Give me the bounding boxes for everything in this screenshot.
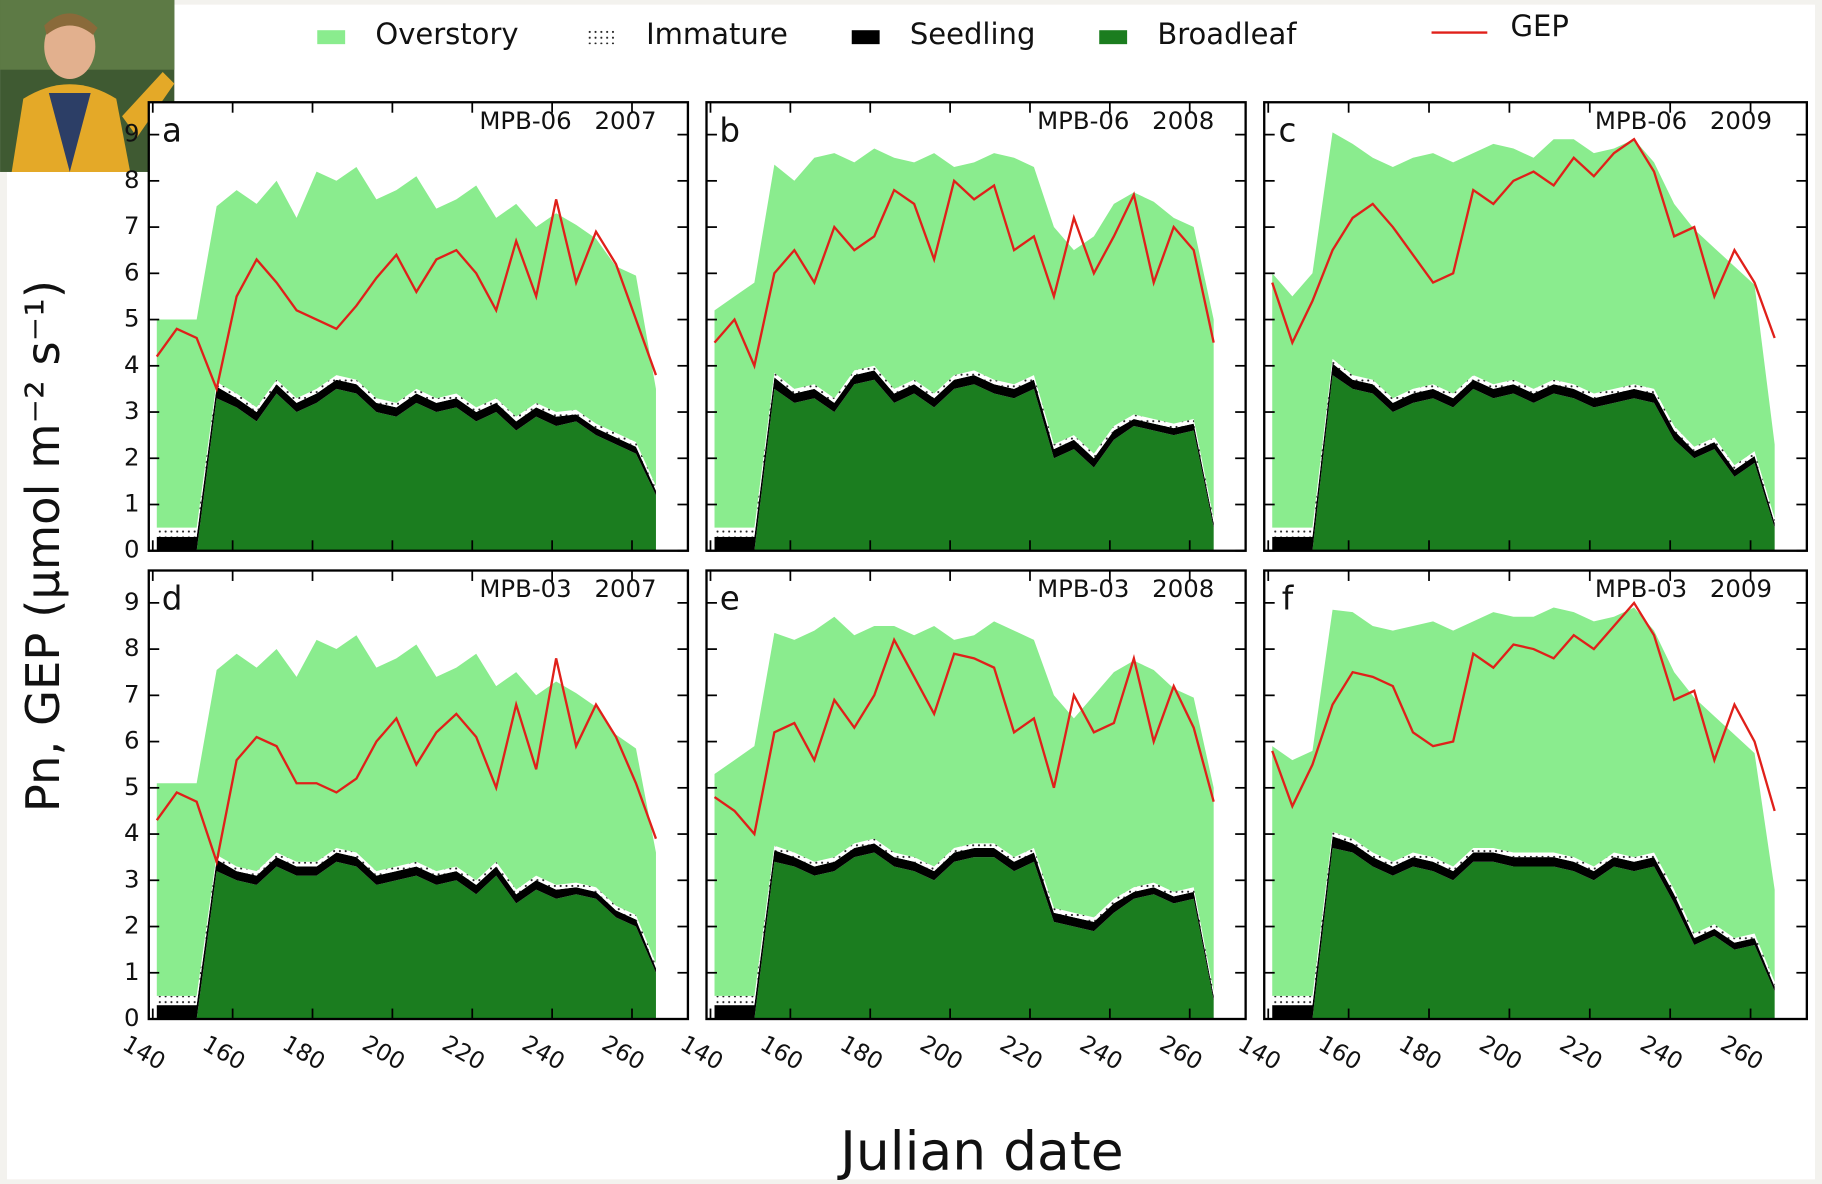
- y-tick-label: 6: [124, 726, 140, 755]
- y-tick-label: 8: [124, 165, 140, 194]
- panel-letter: a: [162, 111, 182, 149]
- panel-letter: b: [719, 111, 740, 149]
- y-tick-label: 5: [124, 304, 140, 333]
- legend-label: GEP: [1511, 9, 1569, 43]
- area-overstory: [714, 616, 1214, 996]
- y-tick-label: 8: [124, 633, 140, 662]
- plot-frame: [705, 569, 1247, 1021]
- y-tick-label: 4: [124, 818, 140, 847]
- year-label: 2009: [1710, 106, 1772, 135]
- legend-marker: [1099, 30, 1128, 45]
- area-broadleaf: [1272, 375, 1775, 551]
- panel-letter: d: [162, 580, 183, 618]
- site-label: MPB-03: [1595, 574, 1687, 603]
- site-label: MPB-06: [1037, 106, 1129, 135]
- area-broadleaf: [156, 861, 656, 1020]
- y-tick-label: 0: [124, 535, 140, 564]
- area-broadleaf: [714, 379, 1214, 551]
- line-gep: [1271, 600, 1776, 812]
- panel-letter: f: [1282, 580, 1295, 618]
- line-gep: [713, 178, 1215, 370]
- legend-label: Seedling: [910, 17, 1036, 51]
- y-axis-label: Pn, GEP (μmol m⁻² s⁻¹): [16, 280, 70, 812]
- x-axis-label: Julian date: [837, 1120, 1123, 1183]
- photo: [0, 0, 175, 172]
- area-overstory: [156, 166, 656, 528]
- site-label: MPB-06: [1595, 106, 1687, 135]
- plot-frame: [705, 101, 1247, 552]
- y-tick-label: 3: [124, 396, 140, 425]
- area-overstory: [1272, 132, 1775, 528]
- year-label: 2008: [1152, 574, 1214, 603]
- y-tick-label: 1: [124, 489, 140, 518]
- line-gep: [1271, 137, 1776, 346]
- site-label: MPB-03: [1037, 574, 1129, 603]
- legend-marker: [587, 30, 616, 45]
- y-tick-label: 2: [124, 442, 140, 471]
- legend-label: Immature: [646, 17, 788, 51]
- plot-area: [1271, 132, 1776, 551]
- y-tick-label: 4: [124, 350, 140, 379]
- y-tick-label: 1: [124, 957, 140, 986]
- y-tick-label: 3: [124, 864, 140, 893]
- panel: b MPB-06 2008: [705, 101, 1247, 552]
- year-label: 2007: [594, 574, 656, 603]
- legend-marker: [317, 30, 346, 45]
- legend-marker: [851, 30, 880, 45]
- panel-letter: c: [1279, 111, 1297, 149]
- year-label: 2009: [1710, 574, 1772, 603]
- y-tick-label: 7: [124, 679, 140, 708]
- year-label: 2008: [1152, 106, 1214, 135]
- panel-letter: e: [720, 580, 740, 618]
- area-overstory: [156, 635, 656, 996]
- legend-label: Overstory: [375, 17, 518, 51]
- plot-frame: [1263, 101, 1809, 552]
- panel: 0 1 2 3 4 5 6 7 8 9 a MPB-06 2007: [124, 101, 690, 564]
- line-gep: [713, 637, 1215, 837]
- plot-area: [713, 148, 1215, 551]
- y-tick-label: 6: [124, 257, 140, 286]
- site-label: MPB-03: [479, 574, 571, 603]
- area-broadleaf: [156, 388, 656, 551]
- plot-frame: [147, 569, 690, 1021]
- legend-label: Broadleaf: [1157, 17, 1297, 51]
- y-tick-label: 0: [124, 1003, 140, 1032]
- plot-frame: [1263, 569, 1809, 1021]
- y-tick-label: 9: [124, 119, 140, 148]
- plot-area: [713, 616, 1215, 1020]
- site-label: MPB-06: [479, 106, 571, 135]
- legend: Overstory Immature Seedling Broadleaf GEP: [317, 9, 1569, 51]
- plot-area: [1271, 600, 1776, 1020]
- line-gep: [155, 199, 658, 393]
- area-overstory: [1272, 607, 1775, 996]
- line-gep: [155, 658, 658, 867]
- plot-frame: [147, 101, 690, 552]
- panel: c MPB-06 2009: [1263, 101, 1809, 552]
- plot-area: [155, 635, 658, 1020]
- y-tick-label: 9: [124, 587, 140, 616]
- y-tick-label: 2: [124, 911, 140, 940]
- y-tick-label: 7: [124, 211, 140, 240]
- area-overstory: [714, 148, 1214, 528]
- area-broadleaf: [714, 852, 1214, 1020]
- plot-area: [155, 166, 658, 551]
- y-tick-label: 5: [124, 772, 140, 801]
- year-label: 2007: [594, 106, 656, 135]
- area-broadleaf: [1272, 847, 1775, 1020]
